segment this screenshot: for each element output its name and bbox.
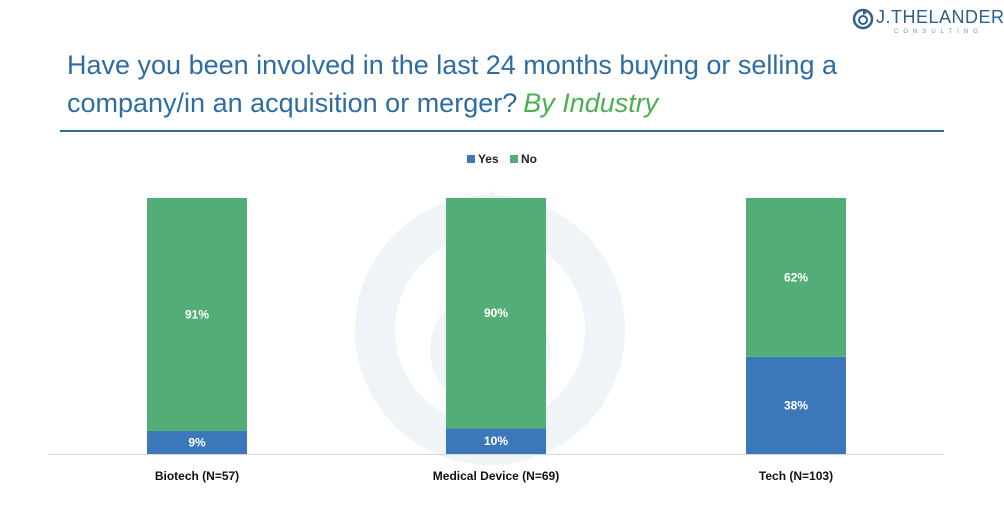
category-label-biotech: Biotech (N=57) [155, 469, 239, 483]
legend-item-no: No [510, 152, 537, 166]
title-accent: By Industry [523, 88, 659, 118]
data-label-yes-biotech: 9% [188, 435, 206, 449]
bar-no-medical-device [446, 198, 546, 429]
category-label-medical-device: Medical Device (N=69) [433, 469, 559, 483]
swirl-logo-icon [852, 8, 874, 30]
bar-yes-medical-device [446, 428, 546, 454]
page-title: Have you been involved in the last 24 mo… [67, 46, 947, 122]
bar-yes-tech [746, 356, 846, 454]
legend-swatch-no [510, 155, 519, 163]
bar-yes-biotech [147, 430, 247, 454]
legend-label-yes: Yes [477, 152, 499, 166]
bar-no-tech [746, 198, 846, 357]
bar-no-biotech [147, 198, 247, 431]
legend-label-no: No [521, 152, 538, 166]
title-main: Have you been involved in the last 24 mo… [67, 50, 837, 118]
logo-subtitle: CONSULTING [894, 29, 983, 35]
logo-name: J.THELANDER [876, 7, 1004, 27]
data-label-yes-medical-device: 10% [484, 434, 508, 448]
data-label-no-medical-device: 90% [484, 306, 508, 320]
company-logo: J.THELANDER CONSULTING [846, 4, 1004, 44]
data-label-no-tech: 62% [784, 270, 808, 284]
data-label-no-biotech: 91% [185, 307, 209, 321]
title-divider [60, 130, 944, 132]
data-label-yes-tech: 38% [784, 398, 808, 412]
category-label-tech: Tech (N=103) [759, 469, 833, 483]
legend-swatch-yes [466, 155, 475, 163]
chart-legend: Yes No [0, 152, 1004, 166]
legend-item-yes: Yes [466, 152, 499, 166]
